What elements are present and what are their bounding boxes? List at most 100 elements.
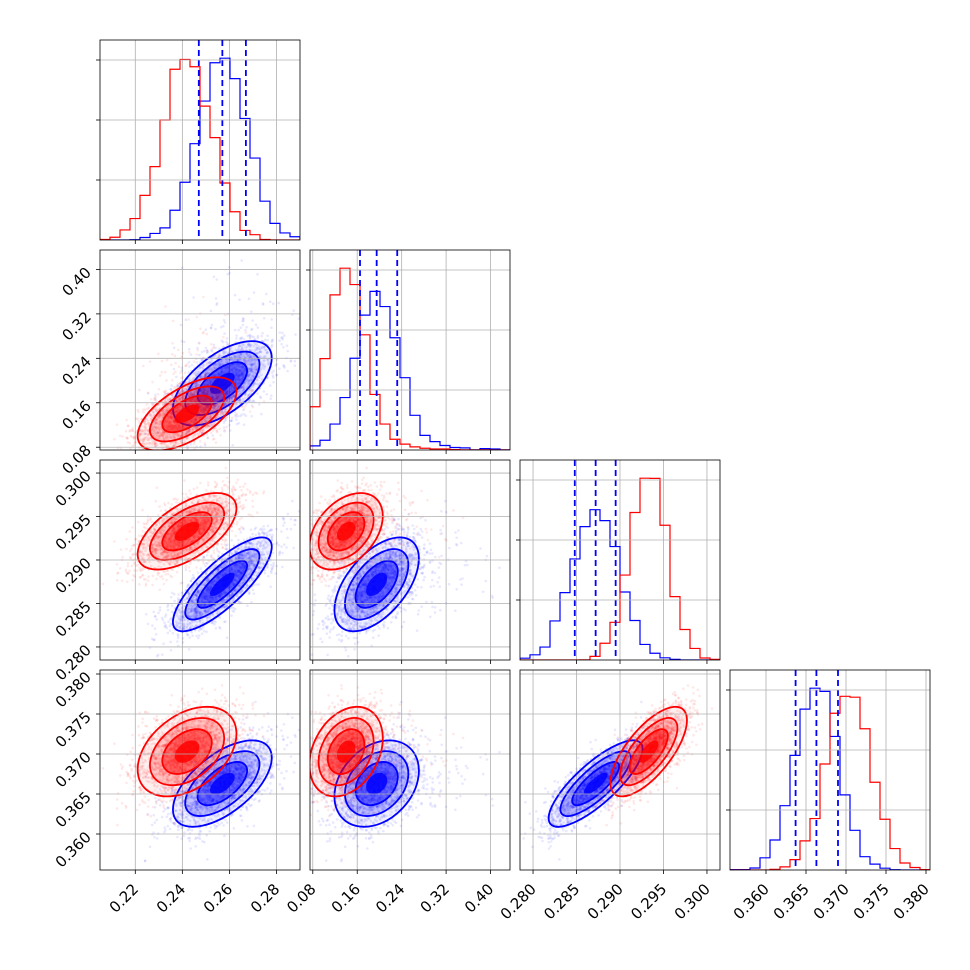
scatter-point (177, 405, 180, 408)
scatter-point (200, 359, 204, 362)
scatter-point (191, 386, 194, 390)
scatter-point (172, 435, 175, 439)
scatter-point (249, 367, 252, 371)
scatter-point (255, 351, 259, 355)
scatter-point (169, 416, 172, 420)
scatter-point (238, 344, 241, 348)
scatter-point (242, 408, 245, 412)
scatter-point (180, 390, 183, 394)
panel-1-1 (306, 249, 511, 454)
scatter-point (240, 371, 244, 375)
scatter-point (180, 441, 184, 445)
scatter-point (200, 632, 204, 635)
scatter-point (218, 372, 221, 376)
scatter-point (221, 395, 224, 399)
scatter-point (150, 417, 153, 420)
scatter-point (170, 427, 174, 430)
scatter-point (219, 392, 223, 395)
scatter-point (234, 371, 238, 375)
scatter-point (205, 425, 209, 429)
scatter-point (265, 348, 268, 352)
scatter-point (202, 392, 205, 395)
scatter-point (173, 426, 177, 430)
scatter-point (218, 393, 222, 397)
scatter-point (176, 400, 179, 403)
scatter-point (204, 372, 208, 376)
scatter-point (113, 438, 116, 441)
scatter-point (238, 353, 241, 357)
scatter-point (169, 412, 173, 416)
scatter-point (148, 470, 151, 473)
scatter-point (235, 368, 238, 372)
scatter-point (234, 358, 238, 362)
scatter-point (196, 371, 200, 374)
scatter-point (285, 344, 289, 348)
scatter-point (170, 424, 173, 428)
scatter-point (164, 392, 167, 395)
scatter-point (239, 377, 243, 381)
scatter-point (235, 337, 238, 340)
panel-frame (99, 39, 301, 241)
scatter-point (171, 434, 175, 437)
scatter-point (243, 413, 246, 416)
scatter-point (173, 443, 176, 447)
scatter-point (160, 442, 164, 446)
scatter-point (249, 392, 252, 395)
scatter-point (166, 437, 170, 440)
scatter-point (180, 433, 184, 436)
scatter-point (223, 419, 226, 423)
scatter-point (148, 360, 152, 363)
scatter-point (180, 431, 184, 434)
scatter-point (200, 421, 204, 425)
scatter-point (217, 372, 220, 376)
scatter-point (158, 413, 161, 417)
scatter-point (240, 346, 244, 350)
scatter-point (177, 422, 180, 426)
scatter-point (234, 369, 237, 373)
scatter-point (222, 370, 225, 374)
scatter-point (292, 309, 296, 312)
scatter-point (250, 370, 253, 373)
scatter-point (242, 423, 246, 427)
scatter-point (189, 443, 192, 446)
scatter-point (210, 396, 214, 399)
scatter-point (219, 355, 222, 358)
scatter-point (216, 395, 219, 399)
scatter-point (176, 428, 180, 431)
scatter-point (219, 393, 223, 397)
scatter-point (278, 339, 281, 343)
scatter-point (228, 266, 231, 269)
scatter-point (228, 271, 231, 275)
scatter-point (164, 392, 168, 396)
scatter-point (256, 346, 260, 350)
scatter-point (215, 364, 219, 367)
scatter-point (212, 399, 215, 403)
scatter-point (237, 328, 240, 332)
scatter-point (174, 440, 177, 444)
scatter-point (203, 408, 206, 412)
scatter-point (178, 404, 181, 407)
scatter-point (138, 433, 141, 436)
scatter-point (153, 398, 156, 401)
scatter-point (201, 331, 205, 335)
scatter-point (224, 407, 228, 411)
scatter-point (209, 415, 212, 419)
scatter-point (232, 388, 236, 391)
scatter-point (271, 302, 275, 306)
scatter-point (198, 380, 202, 384)
scatter-point (143, 437, 147, 441)
scatter-point (177, 593, 180, 596)
scatter-point (205, 420, 208, 423)
scatter-point (250, 335, 254, 338)
scatter-point (238, 337, 242, 340)
scatter-point (191, 427, 194, 431)
scatter-point (250, 328, 253, 332)
scatter-point (247, 379, 251, 382)
scatter-point (193, 391, 197, 394)
scatter-point (212, 366, 216, 370)
scatter-point (155, 427, 158, 430)
scatter-point (186, 385, 190, 388)
scatter-point (230, 396, 234, 400)
scatter-point (212, 398, 215, 402)
scatter-point (150, 403, 154, 407)
